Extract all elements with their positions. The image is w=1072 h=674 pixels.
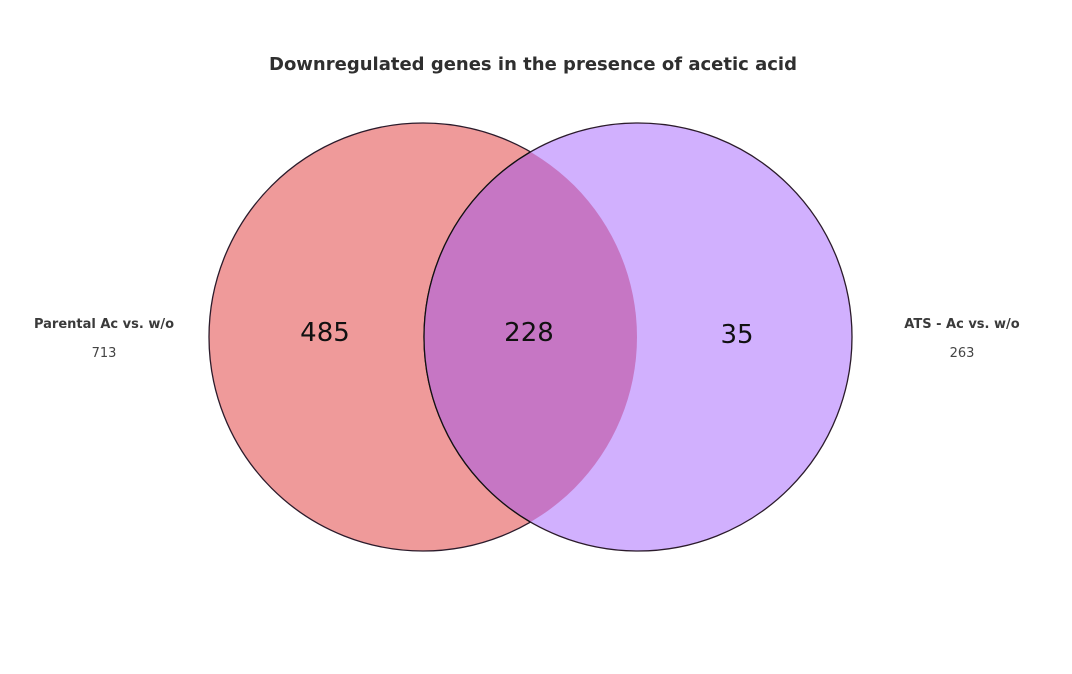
intersection-region <box>423 123 637 551</box>
set-total-ats: 263 <box>950 346 975 361</box>
region-count-right-only: 35 <box>720 320 753 350</box>
region-count-left-only: 485 <box>300 318 350 348</box>
set-total-parental: 713 <box>92 346 117 361</box>
chart-title: Downregulated genes in the presence of a… <box>269 54 797 75</box>
set-label-ats: ATS - Ac vs. w/o <box>904 317 1019 332</box>
region-count-intersection: 228 <box>504 318 554 348</box>
set-label-parental: Parental Ac vs. w/o <box>34 317 174 332</box>
